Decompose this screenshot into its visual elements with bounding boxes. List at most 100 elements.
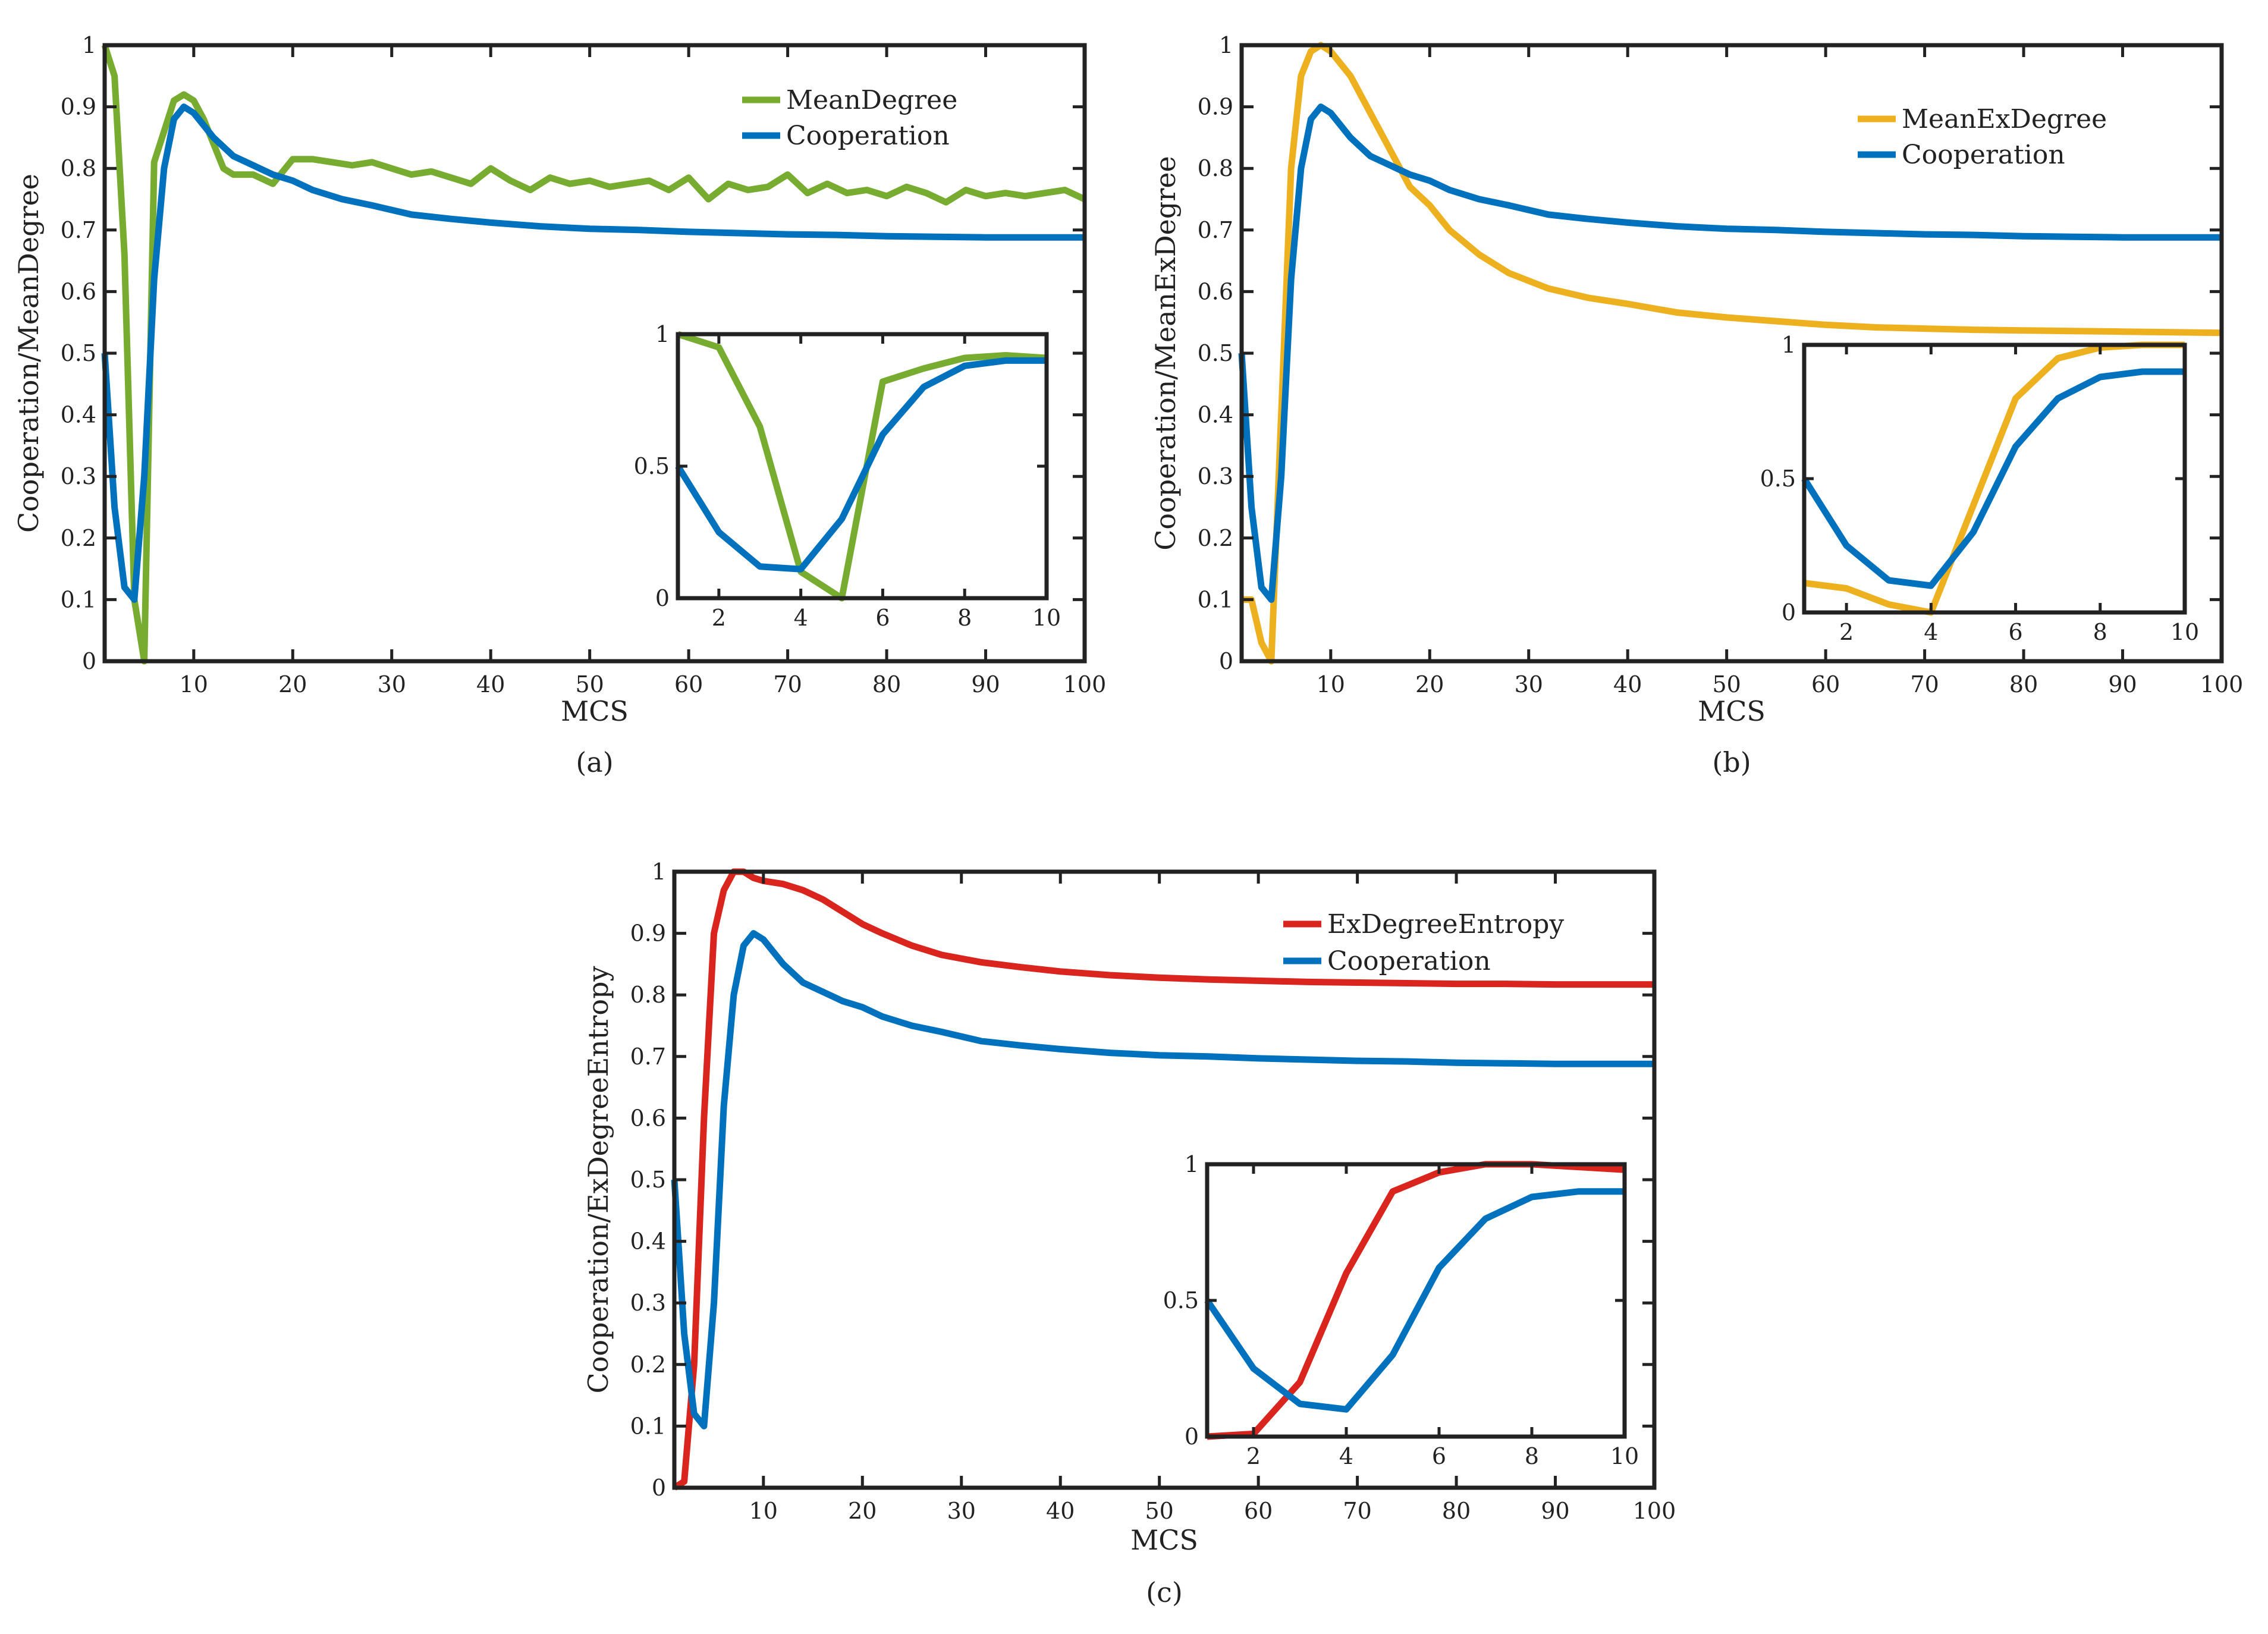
y-tick-label: 0 xyxy=(652,1475,666,1501)
panel-caption: (c) xyxy=(1146,1576,1183,1608)
x-axis-label: MCS xyxy=(1130,1524,1198,1556)
x-tick-label: 60 xyxy=(674,671,703,697)
panel-caption: (a) xyxy=(576,746,613,778)
inset-x-tick-label: 6 xyxy=(1432,1443,1446,1469)
panel-caption: (b) xyxy=(1712,746,1751,778)
inset-y-tick-label: 0 xyxy=(1185,1424,1199,1450)
x-tick-label: 20 xyxy=(1415,671,1444,697)
y-tick-label: 0.3 xyxy=(630,1290,666,1316)
series-line-meandegree xyxy=(101,44,1086,665)
x-tick-label: 80 xyxy=(2009,671,2038,697)
y-tick-label: 0 xyxy=(1219,648,1233,674)
x-tick-label: 90 xyxy=(971,671,1000,697)
inset-x-tick-label: 4 xyxy=(794,605,808,631)
inset-chart: 2 4 6 8 10 0 0.5 1 xyxy=(1760,332,2200,645)
series-line-cooperation xyxy=(1238,103,2222,603)
y-tick-label: 0.6 xyxy=(630,1105,666,1131)
x-tick-label: 100 xyxy=(1633,1498,1676,1524)
y-tick-label: 0.7 xyxy=(630,1044,666,1070)
y-tick-label: 0.4 xyxy=(61,402,96,428)
legend: MeanExDegree Cooperation xyxy=(1858,104,2107,170)
inset-x-tick-label: 10 xyxy=(1610,1443,1639,1469)
series-line-meanexdegree xyxy=(1242,42,2222,665)
x-tick-label: 80 xyxy=(872,671,901,697)
inset-inset-background xyxy=(1207,1164,1625,1437)
inset-chart: 2 4 6 8 10 0 0.5 1 xyxy=(634,321,1061,631)
inset-y-tick-label: 1 xyxy=(1185,1151,1199,1177)
x-tick-label: 70 xyxy=(1910,671,1939,697)
x-axis-label: MCS xyxy=(1698,695,1766,727)
y-tick-label: 0.1 xyxy=(630,1413,666,1439)
y-tick-label: 1 xyxy=(1219,32,1233,58)
panel-c: 10 20 30 40 50 60 70 80 90 10000.10.20.30.40.50.6… xyxy=(582,859,1676,1608)
y-axis-label: Cooperation/ExDegreeEntropy xyxy=(582,966,614,1393)
x-tick-label: 80 xyxy=(1442,1498,1471,1524)
inset-chart: 2 4 6 8 10 0 0.5 1 xyxy=(1163,1151,1639,1469)
y-tick-label: 1 xyxy=(82,32,96,58)
legend-label-cooperation: Cooperation xyxy=(1327,946,1491,976)
x-tick-label: 50 xyxy=(1712,671,1741,697)
inset-series-line-meandegree xyxy=(677,331,1047,602)
inset-y-tick-label: 0.5 xyxy=(634,453,670,479)
inset-y-tick-label: 0 xyxy=(655,585,670,611)
inset-x-tick-label: 10 xyxy=(2170,619,2199,645)
x-tick-label: 40 xyxy=(1613,671,1642,697)
inset-y-tick-label: 0.5 xyxy=(1760,466,1796,492)
inset-x-tick-label: 6 xyxy=(875,605,890,631)
x-tick-label: 40 xyxy=(1046,1498,1075,1524)
x-tick-label: 30 xyxy=(378,671,406,697)
inset-series-line-cooperation xyxy=(1801,368,2185,589)
inset-y-tick-label: 0 xyxy=(1782,599,1796,626)
y-tick-label: 0.6 xyxy=(61,278,96,304)
x-tick-label: 10 xyxy=(749,1498,778,1524)
series-line-cooperation xyxy=(671,930,1654,1429)
y-tick-label: 0.7 xyxy=(61,217,96,243)
inset-y-tick-label: 0.5 xyxy=(1163,1287,1199,1314)
y-tick-label: 0.2 xyxy=(1198,525,1233,551)
y-tick-label: 0.8 xyxy=(61,155,96,181)
x-tick-label: 50 xyxy=(1145,1498,1173,1524)
legend-label-cooperation: Cooperation xyxy=(1902,140,2065,170)
series-line-exdegreeentropy xyxy=(673,868,1654,1491)
y-tick-label: 0.8 xyxy=(630,982,666,1008)
x-tick-label: 50 xyxy=(575,671,604,697)
x-tick-label: 60 xyxy=(1244,1498,1273,1524)
y-tick-label: 0.1 xyxy=(1198,586,1233,612)
x-tick-label: 90 xyxy=(1541,1498,1569,1524)
y-axis-label: Cooperation/MeanExDegree xyxy=(1149,156,1182,551)
x-tick-label: 100 xyxy=(2200,671,2244,697)
x-tick-label: 30 xyxy=(1515,671,1543,697)
y-tick-label: 0.6 xyxy=(1198,278,1233,304)
x-tick-label: 40 xyxy=(476,671,505,697)
inset-x-tick-label: 8 xyxy=(2093,619,2107,645)
legend-label-exdegreeentropy: ExDegreeEntropy xyxy=(1327,909,1564,939)
x-tick-label: 10 xyxy=(180,671,208,697)
inset-inset-background xyxy=(1804,345,2185,612)
x-tick-label: 90 xyxy=(2108,671,2137,697)
inset-x-tick-label: 2 xyxy=(1839,619,1854,645)
inset-x-tick-label: 8 xyxy=(1525,1443,1539,1469)
y-tick-label: 0.4 xyxy=(630,1228,666,1255)
x-tick-label: 20 xyxy=(848,1498,877,1524)
inset-inset-background xyxy=(678,334,1047,598)
y-tick-label: 0.2 xyxy=(61,525,96,551)
y-tick-label: 0.8 xyxy=(1198,155,1233,181)
y-tick-label: 0.2 xyxy=(630,1352,666,1378)
y-tick-label: 0.5 xyxy=(1198,340,1233,366)
x-tick-label: 100 xyxy=(1063,671,1107,697)
y-axis-label: Cooperation/MeanDegree xyxy=(12,174,45,533)
legend-label-meanexdegree: MeanExDegree xyxy=(1902,104,2107,134)
y-tick-label: 0.3 xyxy=(1198,463,1233,489)
y-tick-label: 1 xyxy=(652,859,666,885)
x-tick-label: 70 xyxy=(773,671,802,697)
inset-x-tick-label: 2 xyxy=(1246,1443,1261,1469)
y-tick-label: 0.7 xyxy=(1198,217,1233,243)
x-tick-label: 20 xyxy=(278,671,307,697)
panel-a: 10 20 30 40 50 60 70 80 90 10000.10.20.30.40.50.6… xyxy=(12,32,1106,778)
inset-x-tick-label: 4 xyxy=(1924,619,1938,645)
panel-b: 10 20 30 40 50 60 70 80 90 10000.10.20.30.40.50.6… xyxy=(1149,32,2243,778)
inset-x-tick-label: 4 xyxy=(1339,1443,1353,1469)
y-tick-label: 0.9 xyxy=(61,94,96,120)
inset-x-tick-label: 2 xyxy=(712,605,726,631)
